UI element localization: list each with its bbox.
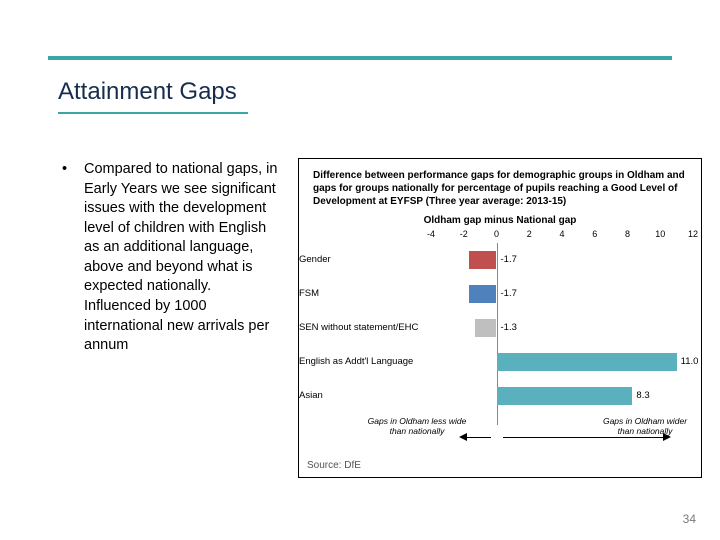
chart-bar (497, 353, 677, 371)
annotation-right: Gaps in Oldham wider than nationally (595, 417, 695, 437)
chart-tick-label: -2 (460, 229, 468, 239)
chart-title: Difference between performance gaps for … (313, 169, 689, 208)
chart-value-label: 8.3 (636, 390, 649, 401)
arrow-left-head (459, 433, 467, 441)
chart-bar (469, 251, 497, 269)
arrow-right-head (663, 433, 671, 441)
bullet-list: • Compared to national gaps, in Early Ye… (62, 160, 278, 356)
chart-tick-row: -4-2024681012 (431, 229, 693, 243)
chart-tick-label: 0 (494, 229, 499, 239)
chart-bar (469, 285, 497, 303)
chart-tick-label: 10 (655, 229, 665, 239)
chart-annotation-row: Gaps in Oldham less wide than nationally… (431, 417, 693, 447)
annotation-left: Gaps in Oldham less wide than nationally (367, 417, 467, 437)
chart-category-label: English as Addt'l Language (299, 356, 419, 367)
chart-tick-label: 2 (527, 229, 532, 239)
chart-tick-label: 8 (625, 229, 630, 239)
header-rule (48, 56, 672, 60)
chart-category-label: Gender (299, 254, 419, 265)
chart-value-label: -1.3 (501, 322, 517, 333)
chart-category-label: SEN without statement/EHC (299, 322, 419, 333)
chart-plot-area: -4-2024681012 Gender-1.7FSM-1.7SEN witho… (431, 229, 693, 425)
chart-container: Difference between performance gaps for … (298, 158, 702, 478)
chart-value-label: 11.0 (681, 356, 699, 367)
chart-category-label: FSM (299, 288, 419, 299)
bullet-text: Compared to national gaps, in Early Year… (62, 160, 278, 356)
page-number: 34 (683, 512, 696, 526)
arrow-left (467, 437, 491, 438)
bullet-dot: • (62, 160, 67, 180)
chart-value-label: -1.7 (501, 254, 517, 265)
chart-tick-label: -4 (427, 229, 435, 239)
chart-tick-label: 12 (688, 229, 698, 239)
chart-value-label: -1.7 (501, 288, 517, 299)
chart-category-label: Asian (299, 390, 419, 401)
chart-bar (475, 319, 496, 337)
arrow-right (503, 437, 664, 438)
chart-bar (497, 387, 633, 405)
chart-x-axis-label: Oldham gap minus National gap (299, 215, 701, 226)
title-underline (58, 112, 248, 114)
chart-tick-label: 6 (592, 229, 597, 239)
chart-tick-label: 4 (559, 229, 564, 239)
chart-source: Source: DfE (307, 460, 361, 471)
page-title: Attainment Gaps (58, 78, 237, 106)
